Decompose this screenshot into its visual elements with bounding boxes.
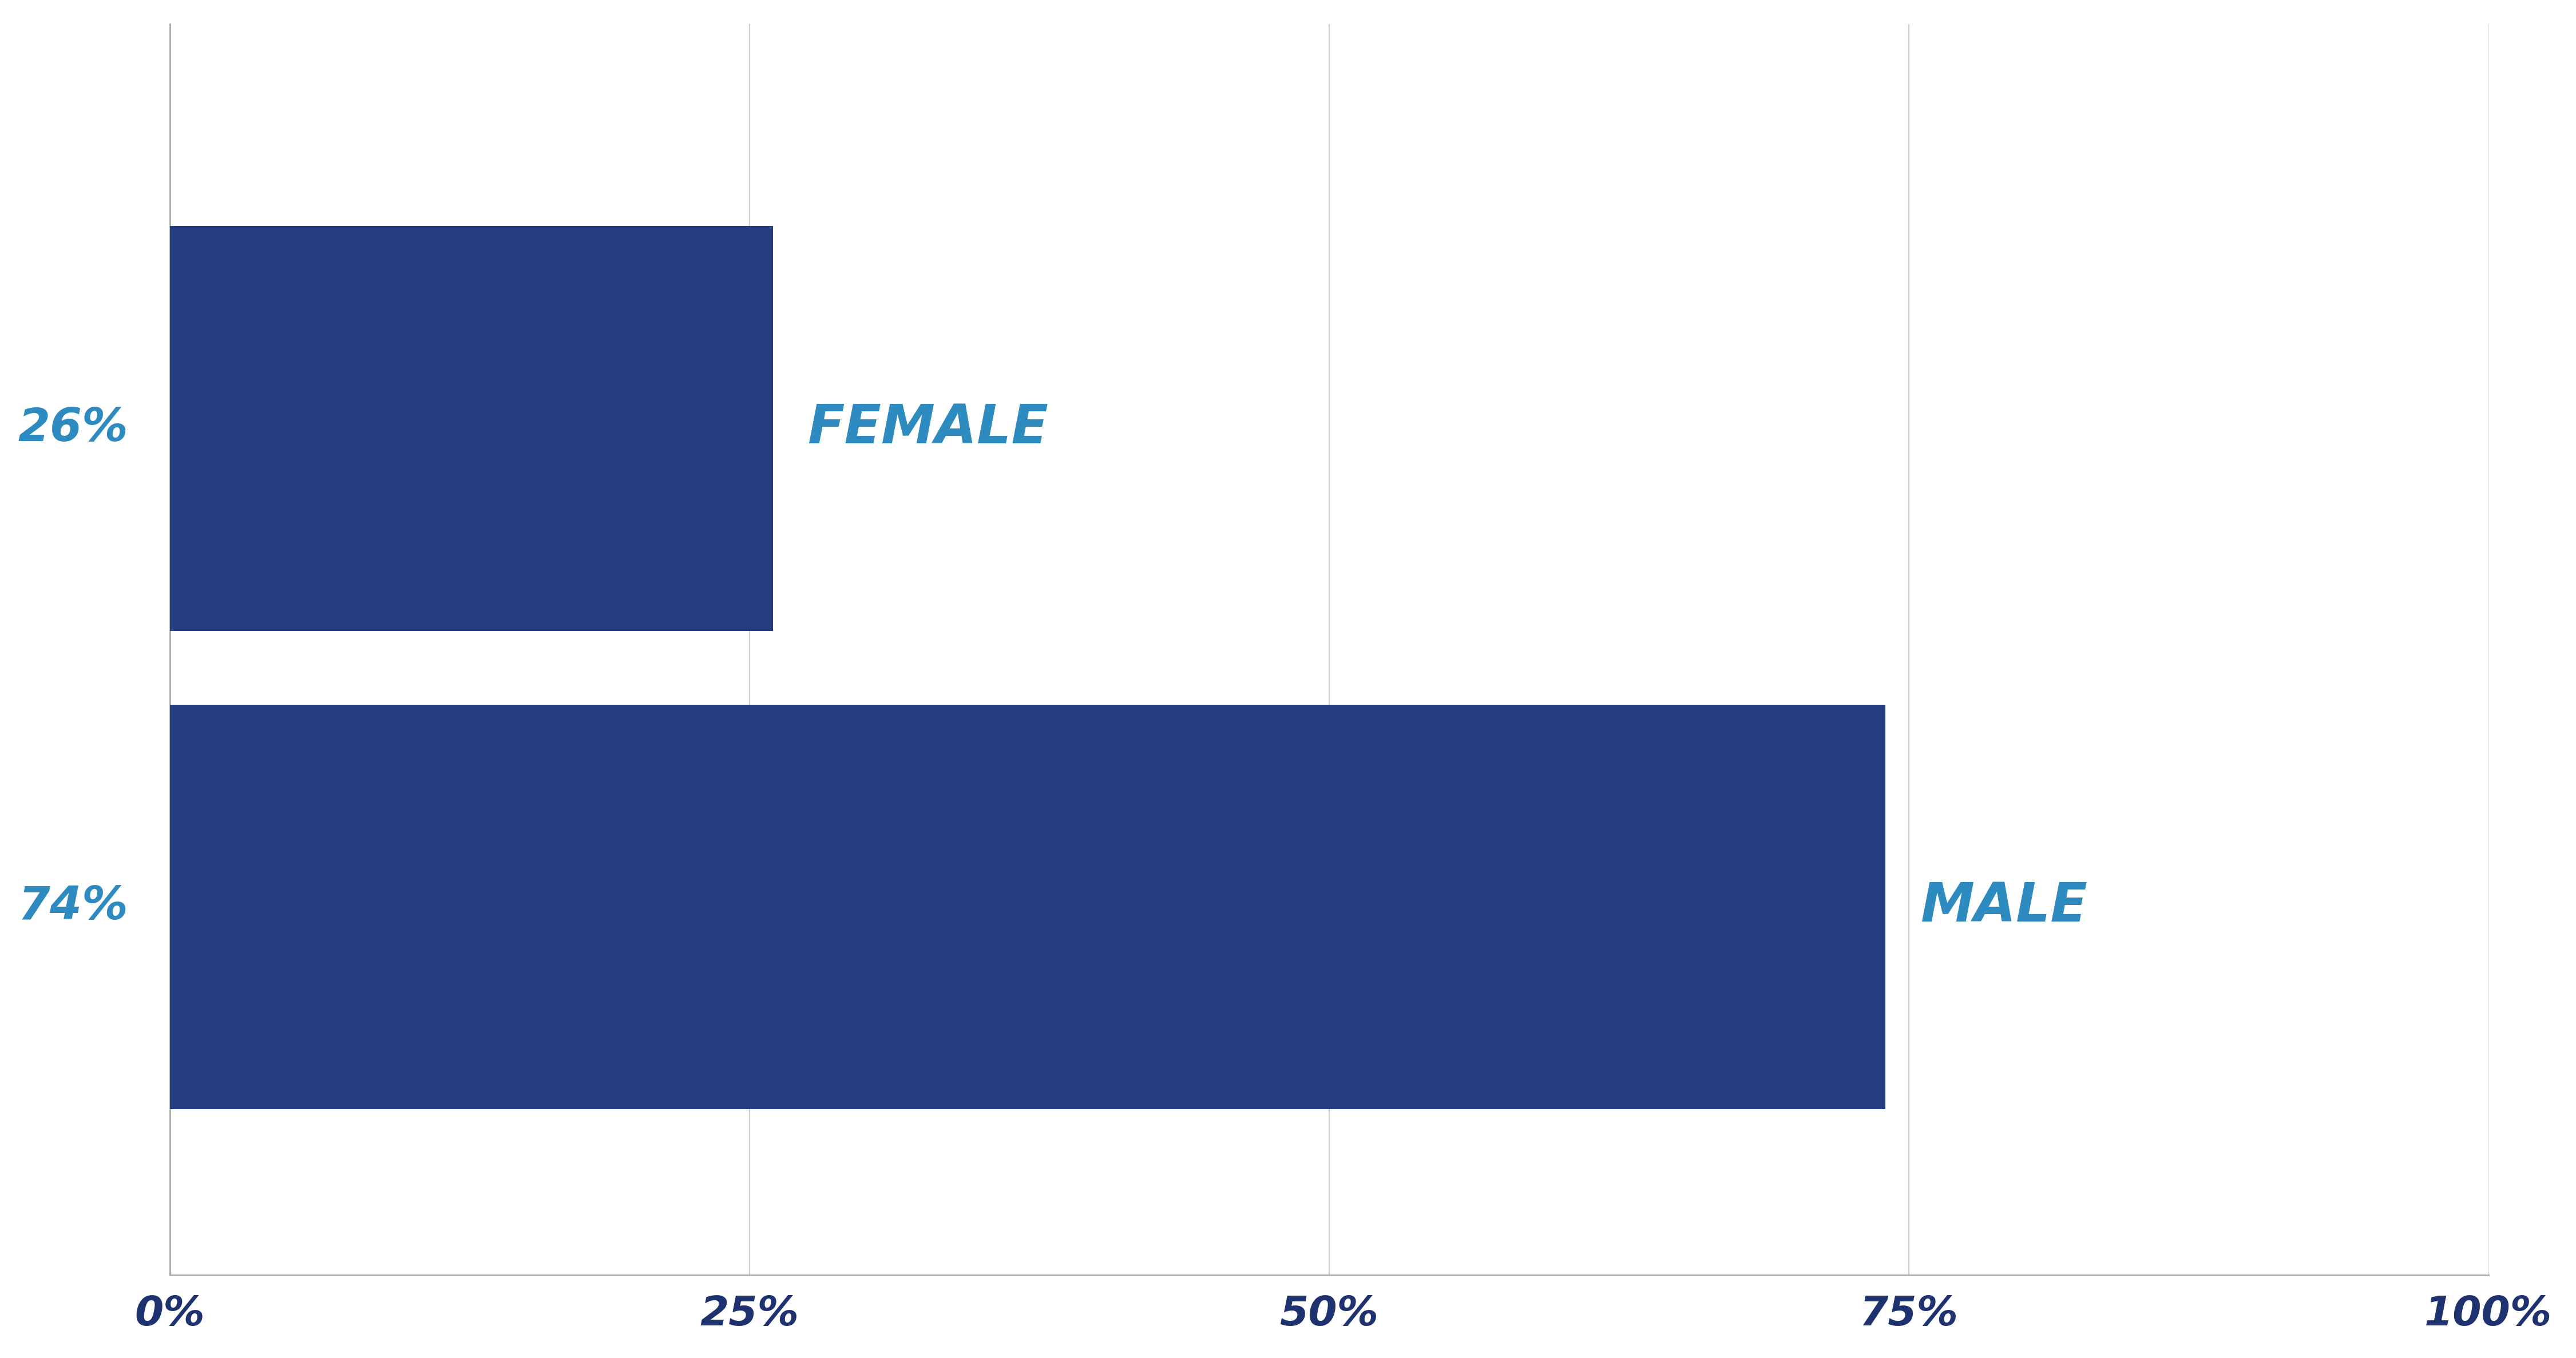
Bar (170, 227, 773, 631)
Text: 26%: 26% (18, 406, 129, 451)
Text: FEMALE: FEMALE (806, 402, 1048, 455)
Text: MALE: MALE (1919, 880, 2087, 933)
Bar (170, 705, 1886, 1109)
Text: 74%: 74% (18, 884, 129, 929)
